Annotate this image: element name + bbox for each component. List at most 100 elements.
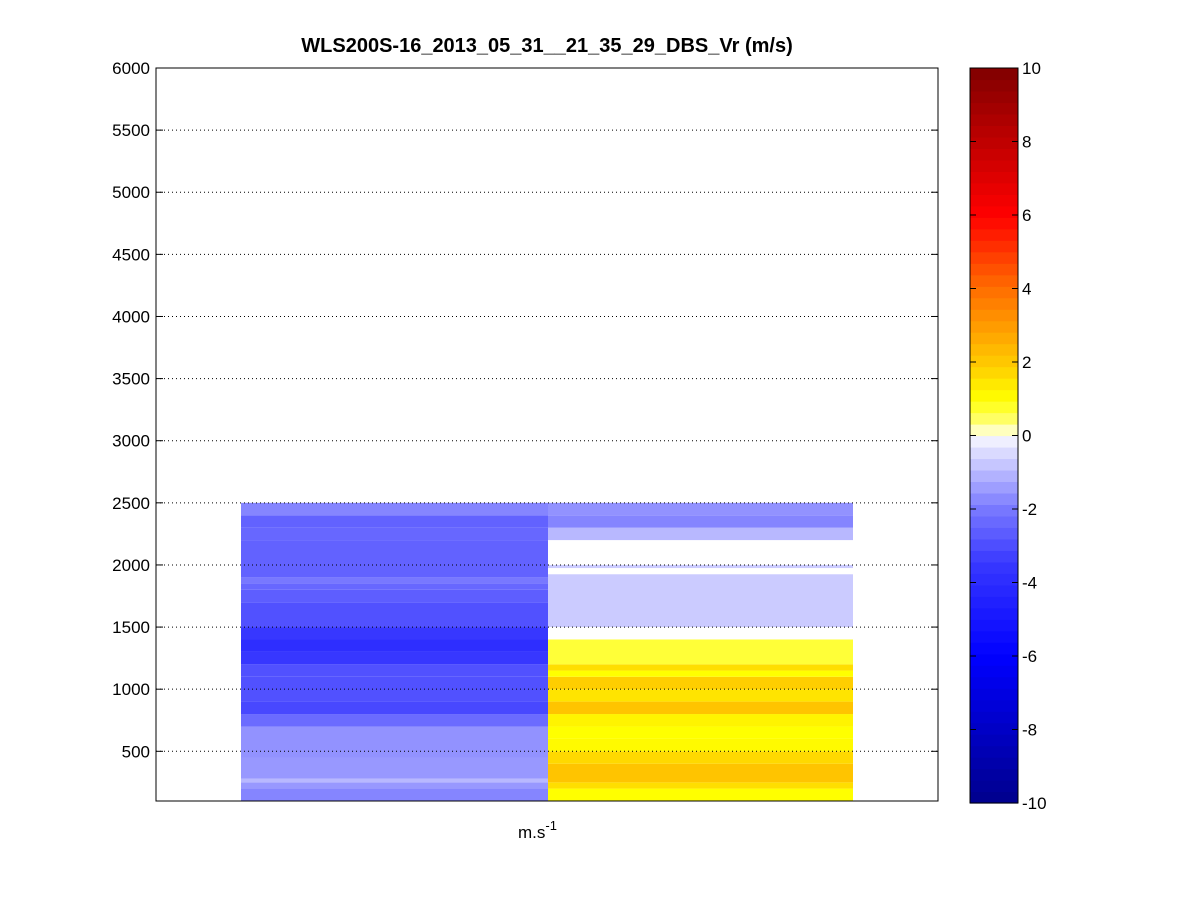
- y-tick-label-5000: 5000: [112, 183, 150, 202]
- y-axis: 500 1000 1500 2000 2500 3000 3500 4000 4500 5000 5…: [112, 59, 938, 761]
- colorbar-segment-56: [970, 148, 1018, 161]
- heat-cell-column-2-17: [548, 502, 853, 516]
- colorbar-segment-35: [970, 389, 1018, 402]
- colorbar-segment-36: [970, 378, 1018, 391]
- heat-cell-column-2-9: [548, 676, 853, 690]
- colorbar-segment-57: [970, 136, 1018, 149]
- colorbar-segment-52: [970, 194, 1018, 207]
- colorbar-segment-63: [970, 68, 1018, 81]
- colorbar-segment-44: [970, 286, 1018, 299]
- heat-cell-column-1-8: [241, 664, 548, 677]
- colorbar-segment-37: [970, 366, 1018, 379]
- heat-cell-column-2-2: [548, 763, 853, 783]
- colorbar-segment-55: [970, 159, 1018, 172]
- colorbar-segment-10: [970, 676, 1018, 689]
- colorbar-segment-7: [970, 711, 1018, 724]
- colorbar-segment-43: [970, 297, 1018, 310]
- colorbar-segment-22: [970, 538, 1018, 551]
- colorbar-segment-42: [970, 309, 1018, 322]
- colorbar-segment-19: [970, 573, 1018, 586]
- colorbar-tick-label--6: -6: [1022, 647, 1037, 666]
- colorbar-segment-46: [970, 263, 1018, 276]
- heat-cell-column-1-1: [241, 782, 548, 789]
- colorbar-segment-5: [970, 734, 1018, 747]
- heat-cell-column-1-15: [241, 577, 548, 584]
- colorbar: [969, 67, 1019, 804]
- y-tick-label-4000: 4000: [112, 307, 150, 326]
- heat-cell-column-2-3: [548, 751, 853, 764]
- colorbar-tick-label--2: -2: [1022, 500, 1037, 519]
- colorbar-segment-49: [970, 228, 1018, 241]
- colorbar-segment-23: [970, 527, 1018, 540]
- colorbar-segment-26: [970, 492, 1018, 506]
- colorbar-segment-28: [970, 469, 1018, 483]
- colorbar-segment-59: [970, 113, 1018, 127]
- colorbar-segment-14: [970, 630, 1018, 643]
- heat-cell-column-1-18: [241, 515, 548, 528]
- heat-cell-column-2-4: [548, 738, 853, 752]
- y-tick-label-2500: 2500: [112, 494, 150, 513]
- colorbar-tick-label--8: -8: [1022, 721, 1037, 740]
- heat-cell-column-1-7: [241, 676, 548, 702]
- y-tick-label-6000: 6000: [112, 59, 150, 78]
- heat-cell-column-2-14: [548, 564, 853, 569]
- heat-cell-column-1-9: [241, 651, 548, 665]
- colorbar-segment-9: [970, 688, 1018, 701]
- colorbar-segment-31: [970, 435, 1018, 448]
- colorbar-segment-29: [970, 458, 1018, 471]
- colorbar-segment-62: [970, 79, 1018, 92]
- colorbar-segment-50: [970, 217, 1018, 230]
- colorbar-tick-label-6: 6: [1022, 206, 1031, 225]
- heat-cell-column-2-13: [548, 574, 853, 628]
- y-tick-label-4500: 4500: [112, 245, 150, 264]
- colorbar-segment-51: [970, 205, 1018, 218]
- plot-area-frame: [155, 67, 939, 802]
- colorbar-segment-58: [970, 125, 1018, 138]
- colorbar-segment-53: [970, 182, 1018, 195]
- colorbar-tick-label-10: 10: [1022, 59, 1041, 78]
- colorbar-segment-60: [970, 102, 1018, 115]
- y-tick-label-3500: 3500: [112, 370, 150, 389]
- heat-cell-column-2-10: [548, 670, 853, 677]
- colorbar-segment-20: [970, 561, 1018, 574]
- heat-cell-column-1-5: [241, 714, 548, 727]
- heat-cell-column-1-4: [241, 726, 548, 758]
- y-tick-label-1000: 1000: [112, 680, 150, 699]
- colorbar-segment-30: [970, 446, 1018, 460]
- colorbar-segment-4: [970, 745, 1018, 758]
- heat-cell-column-2-6: [548, 714, 853, 727]
- colorbar-segment-21: [970, 550, 1018, 563]
- colorbar-segment-47: [970, 251, 1018, 264]
- colorbar-segment-61: [970, 90, 1018, 104]
- colorbar-tick-label--10: -10: [1022, 794, 1047, 813]
- heat-cell-column-2-8: [548, 689, 853, 702]
- colorbar-segment-33: [970, 412, 1018, 425]
- colorbar-segment-32: [970, 424, 1018, 437]
- colorbar-segment-0: [970, 791, 1018, 804]
- y-tick-label-5500: 5500: [112, 121, 150, 140]
- colorbar-segment-38: [970, 355, 1018, 368]
- chart-title: WLS200S-16_2013_05_31__21_35_29_DBS_Vr (…: [301, 35, 792, 57]
- x-axis-label-exponent: -1: [545, 818, 557, 833]
- heat-cell-column-2-15: [548, 527, 853, 541]
- heat-cell-column-2-1: [548, 782, 853, 789]
- heat-cell-column-1-12: [241, 602, 548, 628]
- colorbar-segment-48: [970, 240, 1018, 253]
- colorbar-segment-13: [970, 642, 1018, 655]
- heat-cell-column-2-5: [548, 726, 853, 739]
- colorbar-segment-2: [970, 768, 1018, 781]
- y-tick-label-2000: 2000: [112, 556, 150, 575]
- heatmap-cells: [241, 502, 853, 801]
- colorbar-segment-24: [970, 515, 1018, 528]
- colorbar-segment-15: [970, 619, 1018, 632]
- colorbar-segment-6: [970, 722, 1018, 735]
- colorbar-segment-17: [970, 596, 1018, 609]
- colorbar-tick-label-4: 4: [1022, 280, 1031, 299]
- colorbar-segment-45: [970, 274, 1018, 287]
- colorbar-segment-41: [970, 320, 1018, 333]
- x-axis-label: m.s-1: [518, 818, 557, 842]
- colorbar-segment-11: [970, 665, 1018, 678]
- colorbar-tick-label-2: 2: [1022, 353, 1031, 372]
- colorbar-segment-54: [970, 171, 1018, 184]
